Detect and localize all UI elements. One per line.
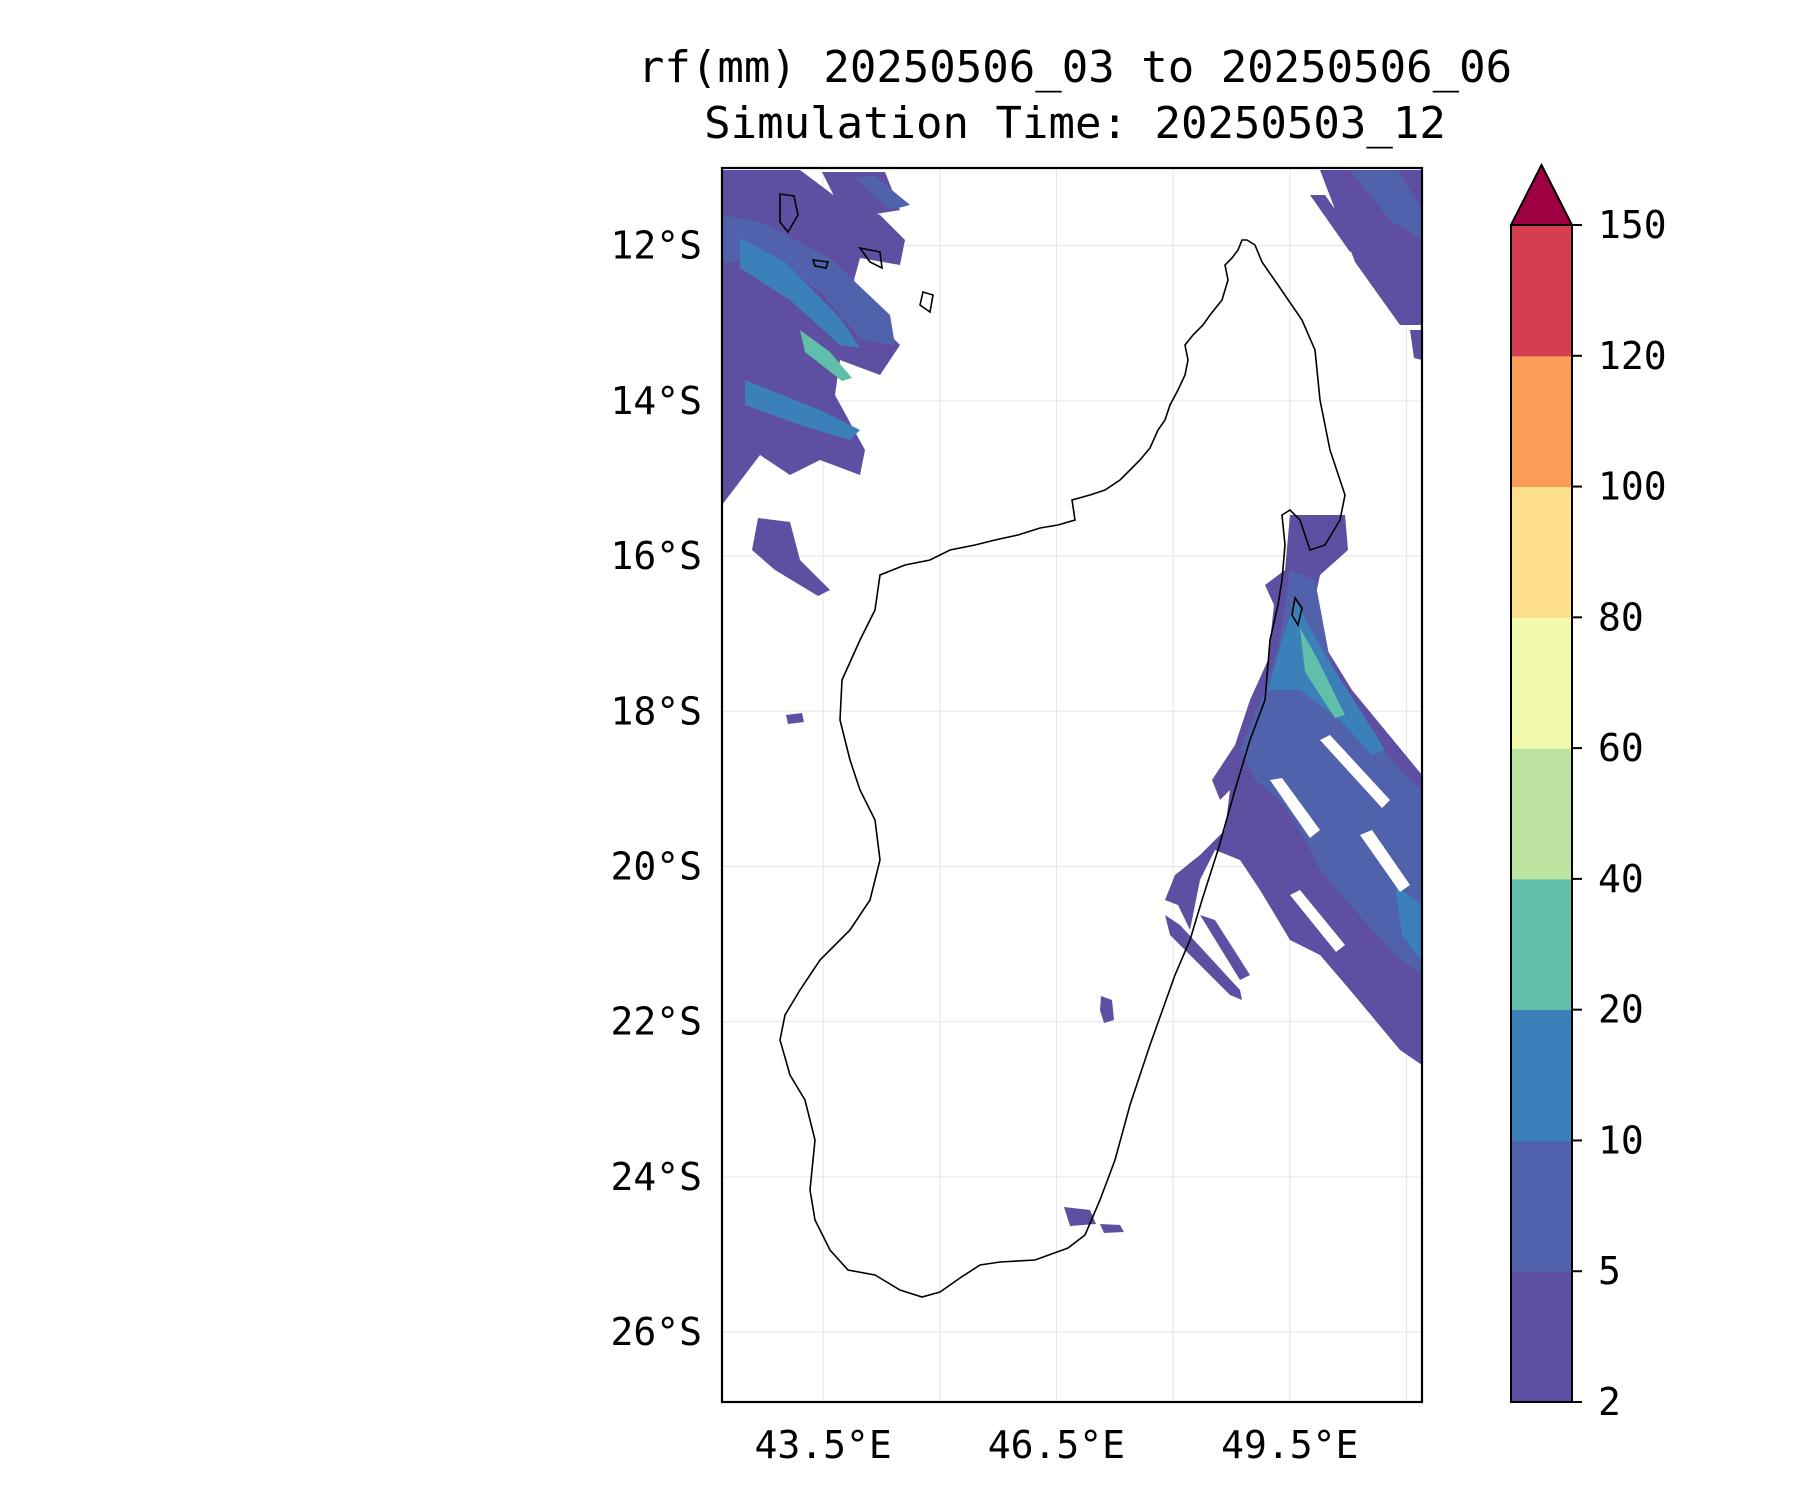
map-title-line-2: Simulation Time: 20250503_12 — [704, 98, 1446, 149]
colorbar-segment — [1511, 486, 1572, 618]
lat-tick-label: 22°S — [610, 1000, 702, 1044]
colorbar: 2 5 10 20 40 60 80 100 120 150 — [1509, 162, 1667, 1424]
lat-tick-label: 12°S — [610, 224, 702, 268]
rain-area-east-coast — [1165, 515, 1422, 1065]
rain-area-northeast — [1310, 170, 1422, 360]
colorbar-level-label: 20 — [1598, 988, 1644, 1032]
colorbar-level-label: 40 — [1598, 857, 1644, 901]
colorbar-segment — [1511, 1009, 1572, 1141]
colorbar-segment — [1511, 748, 1572, 880]
colorbar-level-label: 60 — [1598, 726, 1644, 770]
lon-tick-label: 49.5°E — [1221, 1423, 1358, 1467]
colorbar-segment — [1511, 1140, 1572, 1272]
longitude-axis: 43.5°E 46.5°E 49.5°E — [754, 1423, 1358, 1467]
lat-tick-label: 14°S — [610, 379, 702, 423]
colorbar-frame — [1510, 224, 1573, 1403]
colorbar-extend-arrow — [1509, 162, 1574, 226]
rainfall-field — [722, 170, 1422, 1233]
colorbar-level-label: 10 — [1598, 1118, 1644, 1162]
lat-tick-label: 18°S — [610, 689, 702, 733]
map-frame — [720, 166, 1424, 1404]
colorbar-level-label: 100 — [1598, 465, 1667, 509]
lat-tick-label: 16°S — [610, 534, 702, 578]
lat-tick-label: 26°S — [610, 1310, 702, 1354]
colorbar-segment — [1511, 1271, 1572, 1403]
colorbar-level-label: 2 — [1598, 1380, 1621, 1424]
lat-tick-label: 24°S — [610, 1155, 702, 1199]
map-title-line-1: rf(mm) 20250506_03 to 20250506_06 — [637, 42, 1513, 93]
colorbar-segment — [1511, 878, 1572, 1011]
colorbar-segment — [1511, 617, 1572, 749]
lon-tick-label: 43.5°E — [754, 1423, 891, 1467]
colorbar-level-label: 5 — [1598, 1249, 1621, 1293]
colorbar-level-label: 150 — [1598, 203, 1667, 247]
madagascar-coastline — [779, 193, 1346, 1298]
lon-tick-label: 46.5°E — [988, 1423, 1125, 1467]
colorbar-segment — [1511, 355, 1572, 488]
colorbar-level-label: 80 — [1598, 595, 1644, 639]
rain-area-northwest — [722, 170, 1124, 1233]
lat-tick-label: 20°S — [610, 844, 702, 888]
latitude-axis: 12°S 14°S 16°S 18°S 20°S 22°S 24°S 26°S — [610, 224, 702, 1355]
colorbar-level-label: 120 — [1598, 334, 1667, 378]
colorbar-segment — [1511, 225, 1572, 357]
